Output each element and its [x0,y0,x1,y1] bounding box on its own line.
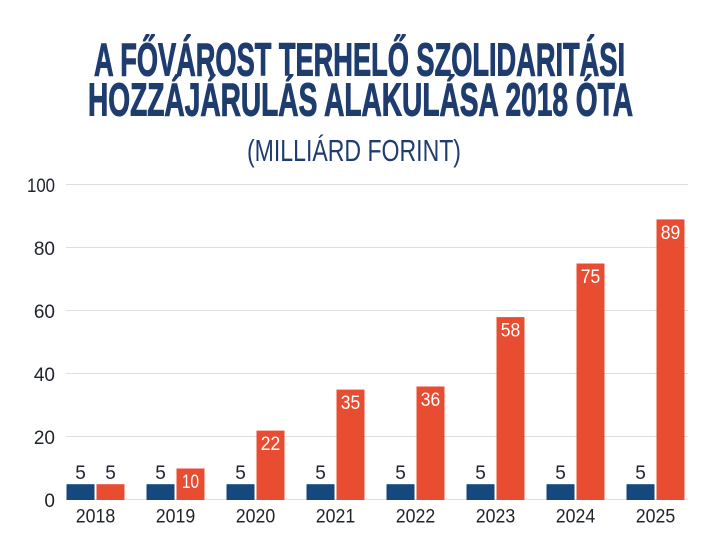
svg-text:36: 36 [421,390,441,411]
svg-text:75: 75 [581,267,601,288]
svg-text:5: 5 [395,463,406,484]
svg-text:40: 40 [34,365,55,386]
svg-text:0: 0 [44,491,55,512]
svg-text:58: 58 [501,321,521,342]
svg-text:5: 5 [555,463,566,484]
svg-text:5: 5 [475,463,486,484]
svg-text:2022: 2022 [396,506,436,527]
svg-text:2024: 2024 [556,506,596,527]
svg-text:A FŐVÁROST TERHELŐ SZOLIDARITÁ: A FŐVÁROST TERHELŐ SZOLIDARITÁSI [94,34,625,86]
svg-text:5: 5 [635,463,646,484]
svg-text:2019: 2019 [156,506,196,527]
svg-text:2020: 2020 [236,506,276,527]
svg-text:2025: 2025 [636,506,676,527]
svg-text:60: 60 [34,302,55,323]
svg-text:20: 20 [34,428,55,449]
svg-text:5: 5 [155,463,166,484]
svg-text:22: 22 [261,434,281,455]
svg-text:2023: 2023 [476,506,516,527]
svg-text:2021: 2021 [316,506,356,527]
svg-text:5: 5 [75,463,86,484]
svg-text:(MILLIÁRD FORINT): (MILLIÁRD FORINT) [247,133,461,168]
svg-text:5: 5 [235,463,246,484]
svg-text:5: 5 [105,463,116,484]
svg-text:5: 5 [315,463,326,484]
svg-text:89: 89 [661,223,681,244]
svg-text:2018: 2018 [76,506,116,527]
svg-text:100: 100 [27,176,55,197]
svg-text:80: 80 [34,239,55,260]
svg-text:10: 10 [182,472,199,493]
svg-text:HOZZÁJÁRULÁS ALAKULÁSA 2018 ÓT: HOZZÁJÁRULÁS ALAKULÁSA 2018 ÓTA [88,73,633,125]
svg-text:35: 35 [341,393,361,414]
